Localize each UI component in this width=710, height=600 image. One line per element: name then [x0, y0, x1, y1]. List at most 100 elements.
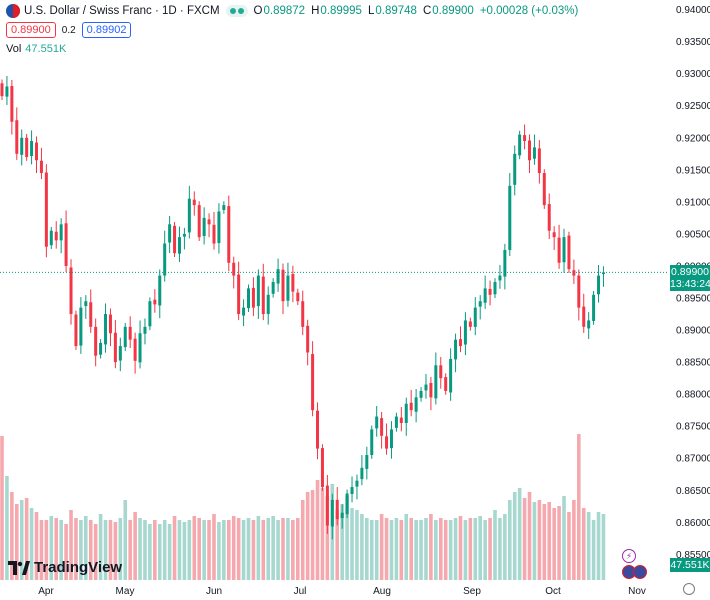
- sell-button[interactable]: 0.89900: [6, 22, 56, 38]
- volume-bar: [207, 520, 211, 580]
- volume-bar: [59, 520, 63, 580]
- volume-bar: [157, 524, 162, 580]
- candle-body: [163, 243, 167, 276]
- candle-body: [320, 448, 324, 488]
- candle-body: [547, 204, 551, 231]
- candle-body: [202, 217, 206, 237]
- candle-body: [222, 205, 226, 210]
- candle-body: [389, 429, 393, 449]
- volume-bar: [133, 512, 137, 580]
- volume-bar: [419, 520, 423, 580]
- volume-bar: [153, 520, 157, 580]
- volume-bar: [424, 518, 428, 580]
- volume-bar: [113, 522, 118, 580]
- candle-body: [49, 230, 53, 246]
- volume-bar: [39, 520, 44, 580]
- candle-body: [251, 287, 255, 308]
- x-tick-label: May: [116, 586, 135, 597]
- time-axis[interactable]: Apr May Jun Jul Aug Sep Oct Nov: [38, 586, 646, 597]
- candle-body: [385, 436, 389, 449]
- volume-bar: [236, 518, 241, 580]
- volume-bar: [167, 524, 172, 580]
- volume-bar: [399, 520, 404, 580]
- volume-label[interactable]: Vol: [6, 43, 22, 55]
- candle-body: [478, 301, 482, 307]
- volume-bar: [123, 500, 128, 580]
- candle-body: [577, 275, 581, 308]
- volume-bar: [512, 492, 517, 580]
- candle-body: [503, 249, 507, 277]
- candle-body: [237, 274, 241, 315]
- volume-bar: [552, 508, 556, 580]
- volume-bar: [300, 500, 305, 580]
- volume-bar: [394, 518, 399, 580]
- candle-body: [518, 134, 522, 156]
- volume-bar: [88, 520, 93, 580]
- y-tick-label: 0.91500: [676, 165, 710, 176]
- candle-body: [537, 148, 541, 174]
- candle-body: [99, 342, 103, 355]
- trade-row: 0.89900 0.2 0.89902: [6, 22, 132, 38]
- candle-body: [498, 275, 502, 281]
- market-status-icon[interactable]: [225, 5, 248, 17]
- volume-bar: [212, 514, 216, 580]
- candle-body: [587, 320, 591, 329]
- candle-body: [15, 120, 19, 154]
- candle-body: [227, 206, 231, 263]
- x-tick-label: Aug: [373, 586, 391, 597]
- volume-bar: [143, 520, 147, 580]
- candle-body: [493, 281, 497, 295]
- us-event-flag-icon[interactable]: [633, 565, 647, 579]
- volume-bar: [325, 496, 330, 580]
- volume-bar: [128, 520, 132, 580]
- low-label: L: [367, 5, 375, 17]
- volume-bar: [197, 518, 201, 580]
- close-label: C: [422, 5, 432, 17]
- volume-bar: [586, 512, 591, 580]
- volume-bar: [542, 504, 547, 580]
- volume-bar: [281, 518, 285, 580]
- gear-icon[interactable]: [683, 583, 695, 595]
- volume-tag: 47.551K: [670, 558, 710, 572]
- symbol-title[interactable]: U.S. Dollar / Swiss Franc · 1D · FXCM: [24, 5, 220, 17]
- countdown-value: 13:43:24: [670, 278, 710, 291]
- y-tick-label: 0.93500: [676, 37, 710, 48]
- candle-body: [138, 333, 142, 363]
- x-tick-label: Jul: [294, 586, 307, 597]
- tradingview-logo[interactable]: TradingView: [8, 559, 122, 576]
- candle-body: [168, 224, 172, 243]
- y-tick-label: 0.92000: [676, 133, 710, 144]
- volume-bar: [340, 504, 344, 580]
- volume-bar: [537, 500, 542, 580]
- volume-bar: [202, 520, 206, 580]
- tradingview-logo-icon: [8, 560, 30, 575]
- candle-body: [192, 199, 196, 206]
- candle-body: [242, 307, 246, 316]
- candle-body: [335, 499, 339, 520]
- candle-body: [340, 512, 344, 519]
- open-label: O: [253, 5, 263, 17]
- candle-body: [84, 301, 88, 307]
- buy-button[interactable]: 0.89902: [81, 22, 132, 38]
- candle-body: [311, 354, 315, 411]
- volume-bar: [271, 516, 275, 580]
- volume-bar: [453, 518, 458, 580]
- volume-bar: [98, 514, 103, 580]
- lightning-icon[interactable]: ⚡: [622, 549, 636, 563]
- volume-bar: [148, 524, 152, 580]
- candle-body: [148, 301, 152, 327]
- candle-body: [444, 377, 448, 391]
- candle-body: [291, 274, 295, 292]
- x-tick-label: Oct: [545, 586, 561, 597]
- candle-body: [375, 416, 379, 429]
- volume-bar: [69, 510, 73, 580]
- candle-body: [108, 314, 112, 334]
- candle-body: [508, 185, 512, 250]
- volume-bar: [591, 520, 596, 580]
- volume-bar: [49, 516, 54, 580]
- candle-body: [380, 418, 384, 436]
- volume-bar: [64, 524, 68, 580]
- candle-body: [409, 402, 413, 411]
- y-tick-label: 0.93000: [676, 69, 710, 80]
